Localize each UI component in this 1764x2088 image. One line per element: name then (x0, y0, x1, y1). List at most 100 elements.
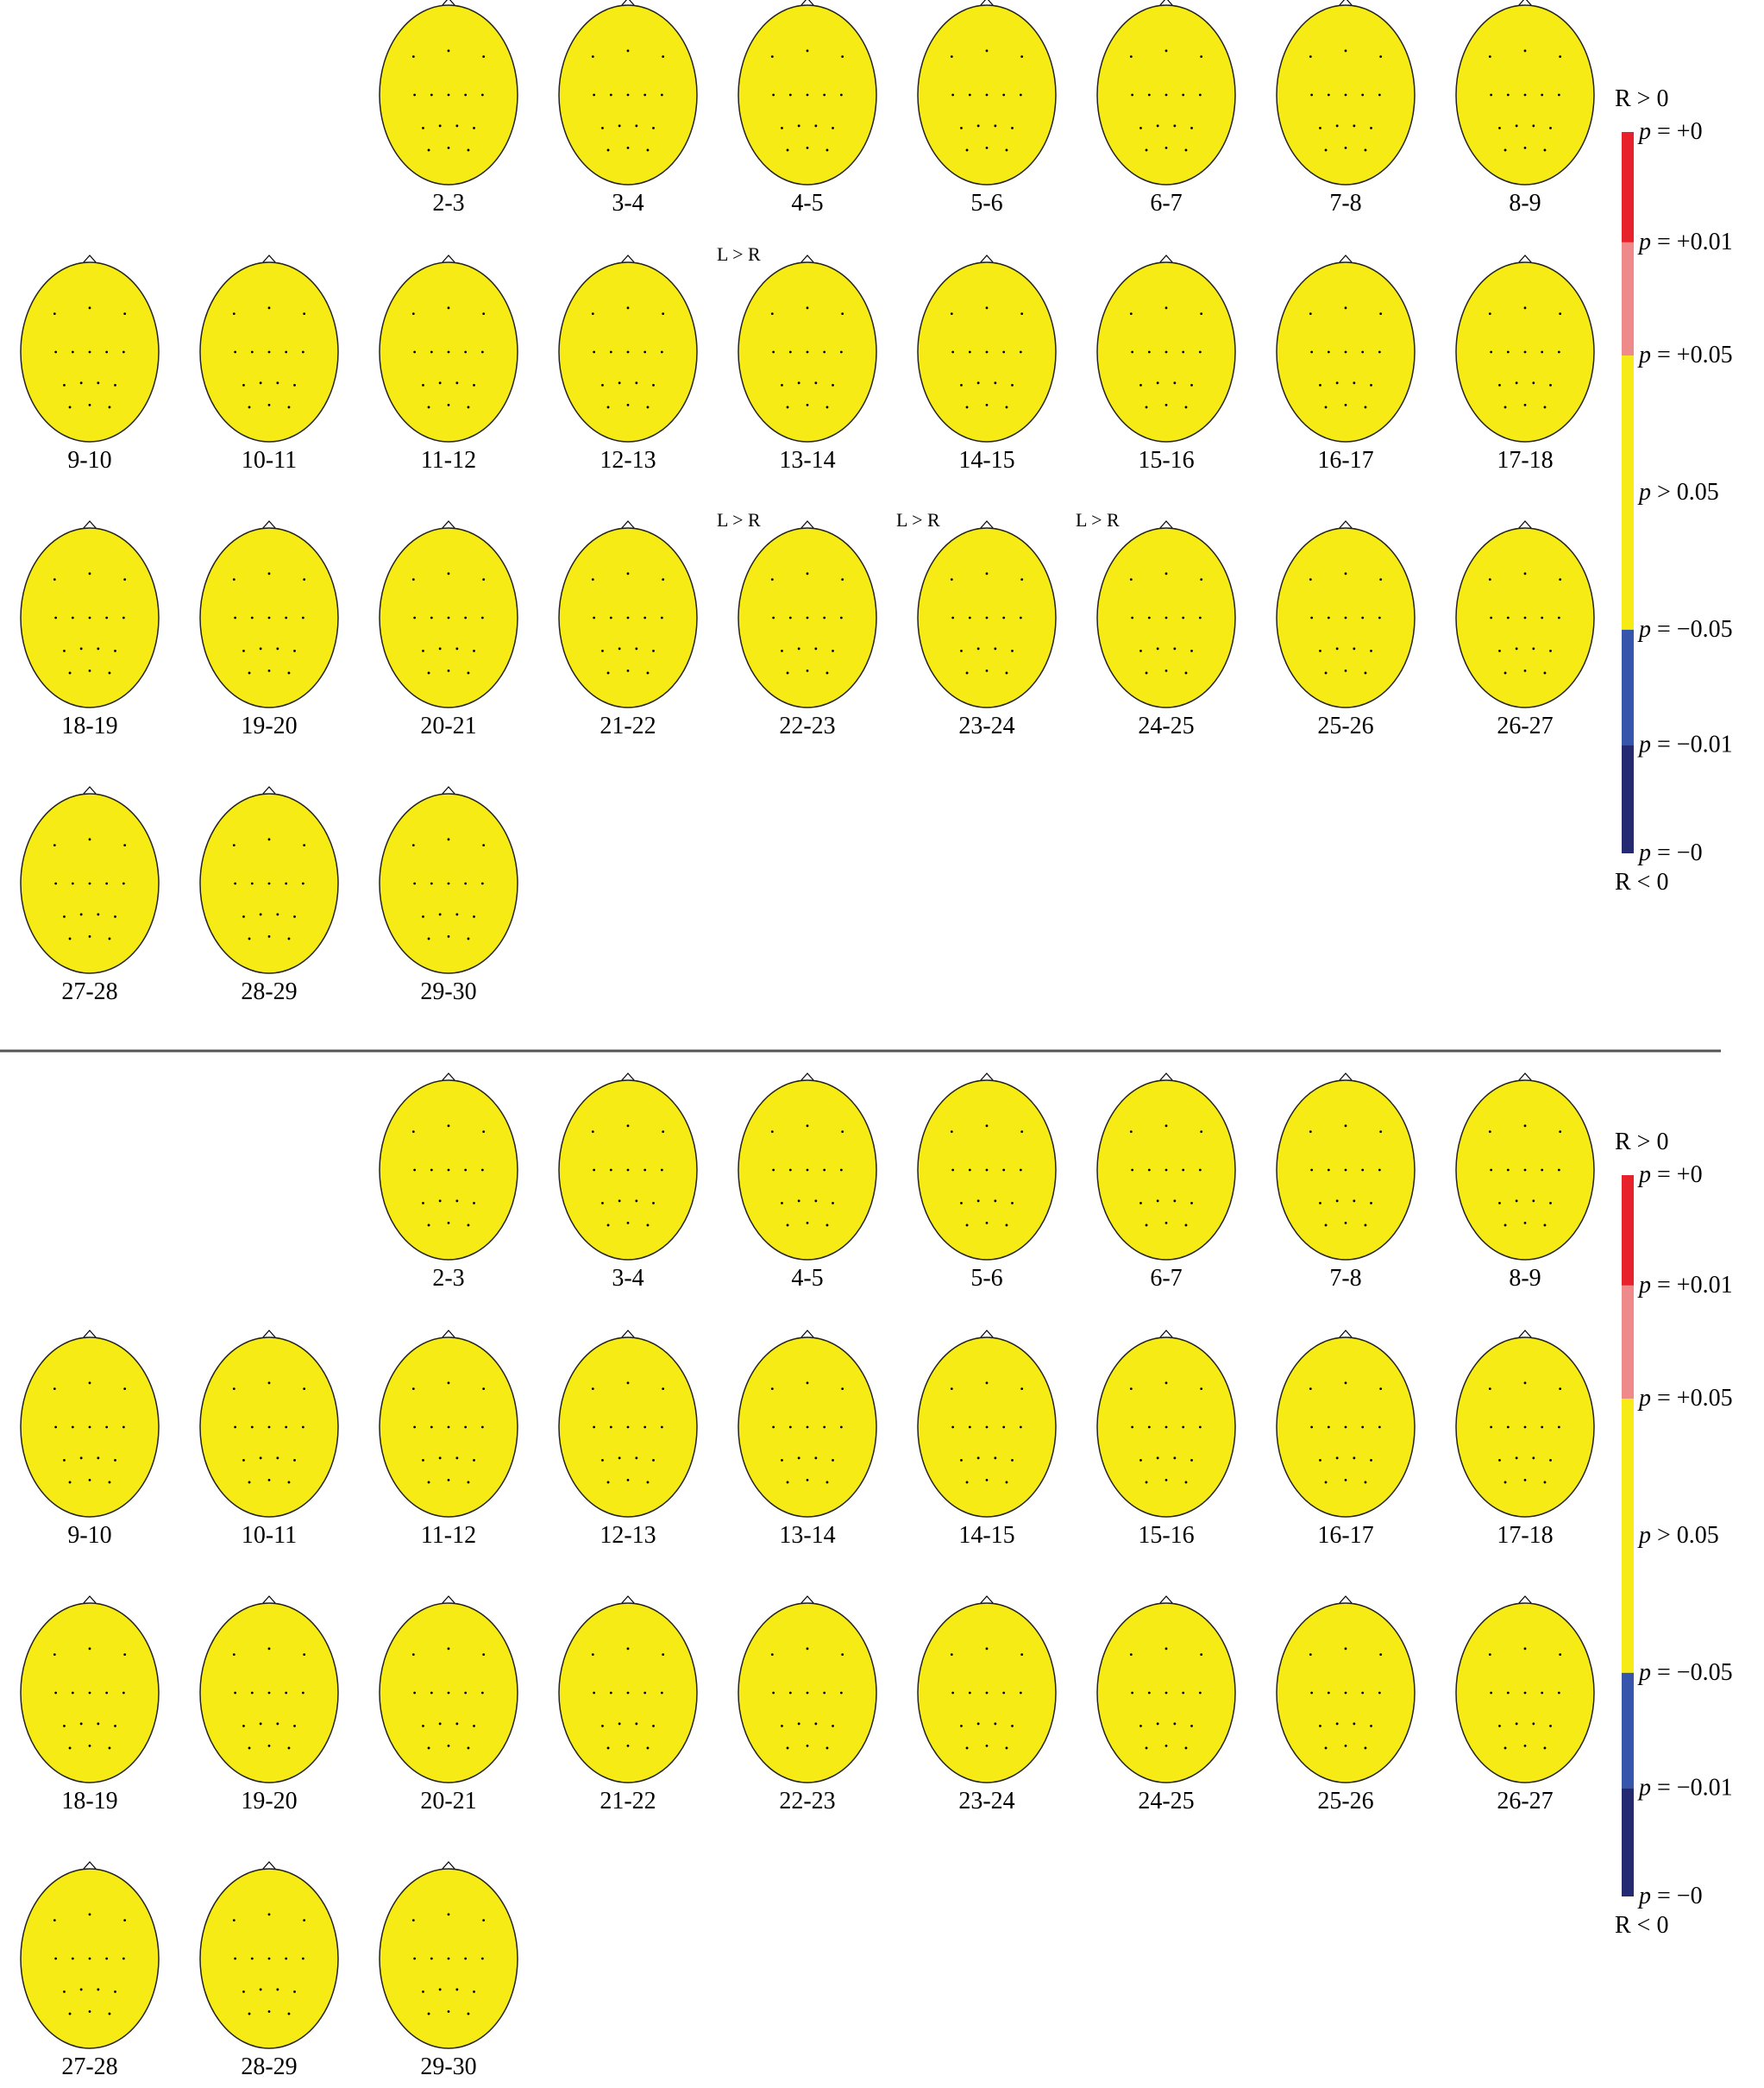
electrode-dot (1523, 616, 1527, 619)
electrode-dot (985, 616, 989, 619)
electrode-dot (960, 126, 963, 129)
electrode-dot (823, 350, 826, 354)
electrode-dot (285, 616, 288, 619)
electrode-dot (1353, 1722, 1356, 1726)
electrode-dot (609, 350, 612, 354)
electrode-dot (71, 350, 74, 354)
electrode-dot (1310, 350, 1314, 354)
electrode-dot (447, 1647, 450, 1651)
electrode-dot (71, 1425, 74, 1429)
electrode-dot (1344, 1168, 1347, 1172)
electrode-dot (985, 670, 989, 672)
nose-marker (1517, 1330, 1533, 1339)
electrode-dot (806, 616, 809, 619)
head-outline (199, 793, 339, 974)
head-outline (1096, 1336, 1236, 1518)
electrode-dot (950, 1130, 953, 1134)
electrode-dot (430, 350, 433, 354)
nose-marker (620, 1595, 636, 1605)
electrode-dot (1379, 578, 1383, 582)
topomap-bottom-29-30: 29-30 (379, 1861, 518, 2080)
electrode-dot (1370, 1458, 1372, 1462)
electrode-dot (1498, 649, 1501, 652)
electrode-dot (652, 1724, 655, 1727)
topomap-bottom-8-9: 8-9 (1455, 1072, 1595, 1292)
electrode-dot (232, 1653, 235, 1657)
electrode-dot (960, 649, 963, 652)
electrode-dot (53, 1919, 56, 1922)
electrode-dot (1005, 671, 1008, 675)
electrode-dot (234, 1957, 237, 1960)
topomap-bottom-22-23: 22-23 (738, 1595, 877, 1814)
electrode-dot (422, 1458, 424, 1462)
electrode-dot (63, 1724, 66, 1727)
map-label: 17-18 (1497, 447, 1553, 474)
electrode-dot (248, 937, 251, 940)
electrode-dot (1490, 1425, 1493, 1429)
electrode-dot (71, 616, 74, 619)
head-outline (1276, 1079, 1416, 1261)
electrode-dot (71, 882, 74, 885)
electrode-dot (1319, 649, 1321, 652)
head-outline (1096, 527, 1236, 708)
nose-marker (1158, 1330, 1174, 1339)
electrode-dot (411, 1387, 415, 1391)
electrode-dot (1324, 1481, 1328, 1484)
electrode-dot (114, 1990, 116, 1993)
electrode-dot (467, 1223, 470, 1227)
head-outline (738, 1079, 877, 1261)
electrode-dot (1559, 1387, 1562, 1391)
head-outline (20, 1336, 160, 1518)
map-label: 15-16 (1138, 447, 1194, 474)
electrode-dot (122, 1957, 125, 1960)
electrode-dot (994, 1199, 997, 1203)
electrode-dot (480, 350, 484, 354)
electrode-dot (806, 1425, 809, 1429)
electrode-dot (1319, 126, 1321, 129)
electrode-dot (1523, 1479, 1527, 1481)
colorbar-tick-label: p = +0.01 (1637, 229, 1733, 255)
electrode-dot (79, 1456, 83, 1460)
electrode-dot (770, 1653, 774, 1657)
electrode-dot (447, 1168, 450, 1172)
head-outline (1096, 1602, 1236, 1783)
electrode-dot (1378, 1691, 1381, 1695)
electrode-dot (1145, 1223, 1148, 1227)
electrode-dot (976, 381, 980, 385)
electrode-dot (823, 1425, 826, 1429)
head-outline (20, 261, 160, 443)
electrode-dot (1002, 616, 1006, 619)
electrode-dot (455, 1199, 459, 1203)
head-outline (1276, 1602, 1416, 1783)
electrode-dot (1164, 616, 1168, 619)
electrode-dot (1523, 404, 1527, 406)
map-label: 5-6 (970, 1265, 1002, 1292)
colorbar-tick-label: p = +0.05 (1637, 1385, 1733, 1412)
head-outline (20, 527, 160, 708)
electrode-dot (770, 1387, 774, 1391)
topomap-top-4-5: 4-5 (738, 0, 877, 217)
electrode-dot (68, 671, 72, 675)
electrode-dot (411, 312, 415, 316)
electrode-dot (88, 838, 91, 841)
electrode-dot (411, 578, 415, 582)
electrode-dot (1370, 1724, 1372, 1727)
nose-marker (82, 786, 97, 796)
electrode-dot (1361, 93, 1365, 97)
electrode-dot (480, 1957, 484, 1960)
electrode-dot (1543, 1746, 1547, 1750)
electrode-dot (482, 844, 486, 847)
electrode-dot (1019, 616, 1022, 619)
head-outline (1455, 1079, 1595, 1261)
electrode-dot (234, 1691, 237, 1695)
electrode-dot (1498, 126, 1501, 129)
electrode-dot (473, 649, 475, 652)
electrode-dot (1344, 1647, 1347, 1651)
electrode-dot (438, 124, 442, 128)
electrode-dot (660, 616, 663, 619)
electrode-dot (473, 915, 475, 918)
colorbars: R > 0 R < 0 p = +0 p = +0.01 p = +0.05 p > 0.… (1615, 85, 1733, 1939)
electrode-dot (1131, 616, 1134, 619)
electrode-dot (985, 1168, 989, 1172)
electrode-dot (786, 1481, 789, 1484)
